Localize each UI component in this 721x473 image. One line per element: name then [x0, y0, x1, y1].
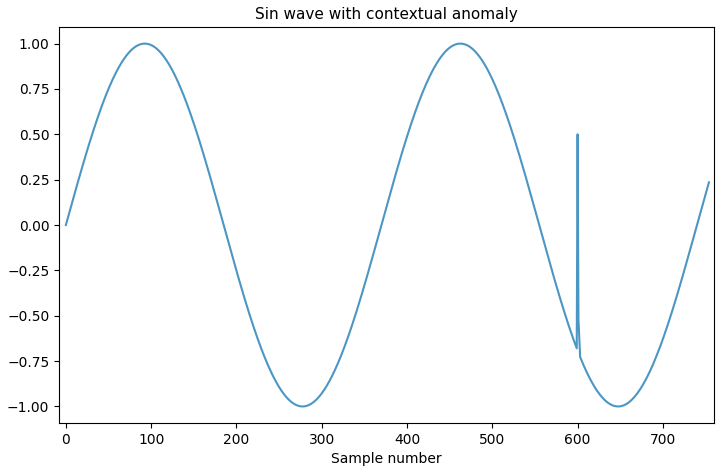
Title: Sin wave with contextual anomaly: Sin wave with contextual anomaly	[255, 7, 518, 22]
X-axis label: Sample number: Sample number	[331, 452, 442, 466]
